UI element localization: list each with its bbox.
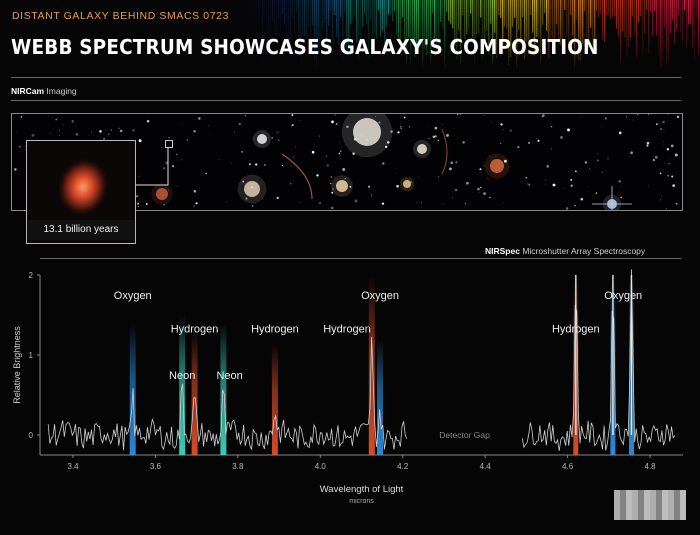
x-tick-label: 4.4 <box>480 462 492 471</box>
emission-line-oxygen <box>377 339 383 455</box>
element-label-oxygen: Oxygen <box>604 290 642 302</box>
element-label-hydrogen: Hydrogen <box>251 324 299 336</box>
imaging-instrument-name: NIRCam <box>11 86 45 96</box>
x-tick-label: 4.2 <box>397 462 409 471</box>
emission-line-hydrogen <box>191 331 198 455</box>
x-tick-label: 4.8 <box>644 462 656 471</box>
y-axis-label: Relative Brightness <box>12 326 22 404</box>
y-tick-label: 2 <box>29 271 34 280</box>
spectroscopy-section-label: NIRSpec Microshutter Array Spectroscopy <box>485 246 645 256</box>
header-divider <box>11 77 681 78</box>
galaxy-age-caption: 13.1 billion years <box>28 220 134 240</box>
spectroscopy-divider <box>40 258 681 259</box>
emission-line-hydrogen <box>271 343 278 455</box>
source-marker <box>165 140 173 148</box>
element-label-neon: Neon <box>216 370 242 382</box>
watermark-logo <box>614 490 686 520</box>
x-tick-label: 3.6 <box>150 462 162 471</box>
spectrum-chart: 0 1 2 3.4 3.6 3.8 4.0 4.2 4.4 4.6 4.8 Relative Brig… <box>12 269 683 505</box>
element-label-hydrogen: Hydrogen <box>552 324 600 336</box>
imaging-section-label: NIRCam Imaging <box>11 86 77 96</box>
element-label-oxygen: Oxygen <box>114 290 152 302</box>
spectrum-trace-right <box>521 269 676 451</box>
x-axis-unit: microns <box>349 498 374 505</box>
element-label-hydrogen: Hydrogen <box>171 324 219 336</box>
emission-line-hydrogen <box>368 275 375 455</box>
spectroscopy-instrument-name: NIRSpec <box>485 246 520 256</box>
page-title: WEBB SPECTRUM SHOWCASES GALAXY'S COMPOSI… <box>11 35 599 59</box>
x-tick-label: 4.6 <box>562 462 574 471</box>
detector-gap-label: Detector Gap <box>439 430 490 440</box>
y-tick-label: 1 <box>29 351 34 360</box>
element-label-neon: Neon <box>169 370 195 382</box>
element-label-hydrogen: Hydrogen <box>323 324 371 336</box>
y-tick-label: 0 <box>29 431 34 440</box>
emission-line-neon <box>220 323 227 455</box>
x-tick-label: 4.0 <box>315 462 327 471</box>
x-tick-label: 3.8 <box>232 462 244 471</box>
spectrum-banner-decoration <box>240 0 700 75</box>
header-subtitle: DISTANT GALAXY BEHIND SMACS 0723 <box>12 10 230 22</box>
x-axis-label: Wavelength of Light <box>320 484 404 495</box>
imaging-label-text: Imaging <box>44 86 77 96</box>
spectroscopy-label-text: Microshutter Array Spectroscopy <box>519 246 646 256</box>
element-label-oxygen: Oxygen <box>361 290 399 302</box>
spectrum-trace-left <box>47 336 408 451</box>
imaging-divider <box>11 100 681 101</box>
x-tick-label: 3.4 <box>67 462 79 471</box>
inset-pointer <box>134 147 169 186</box>
